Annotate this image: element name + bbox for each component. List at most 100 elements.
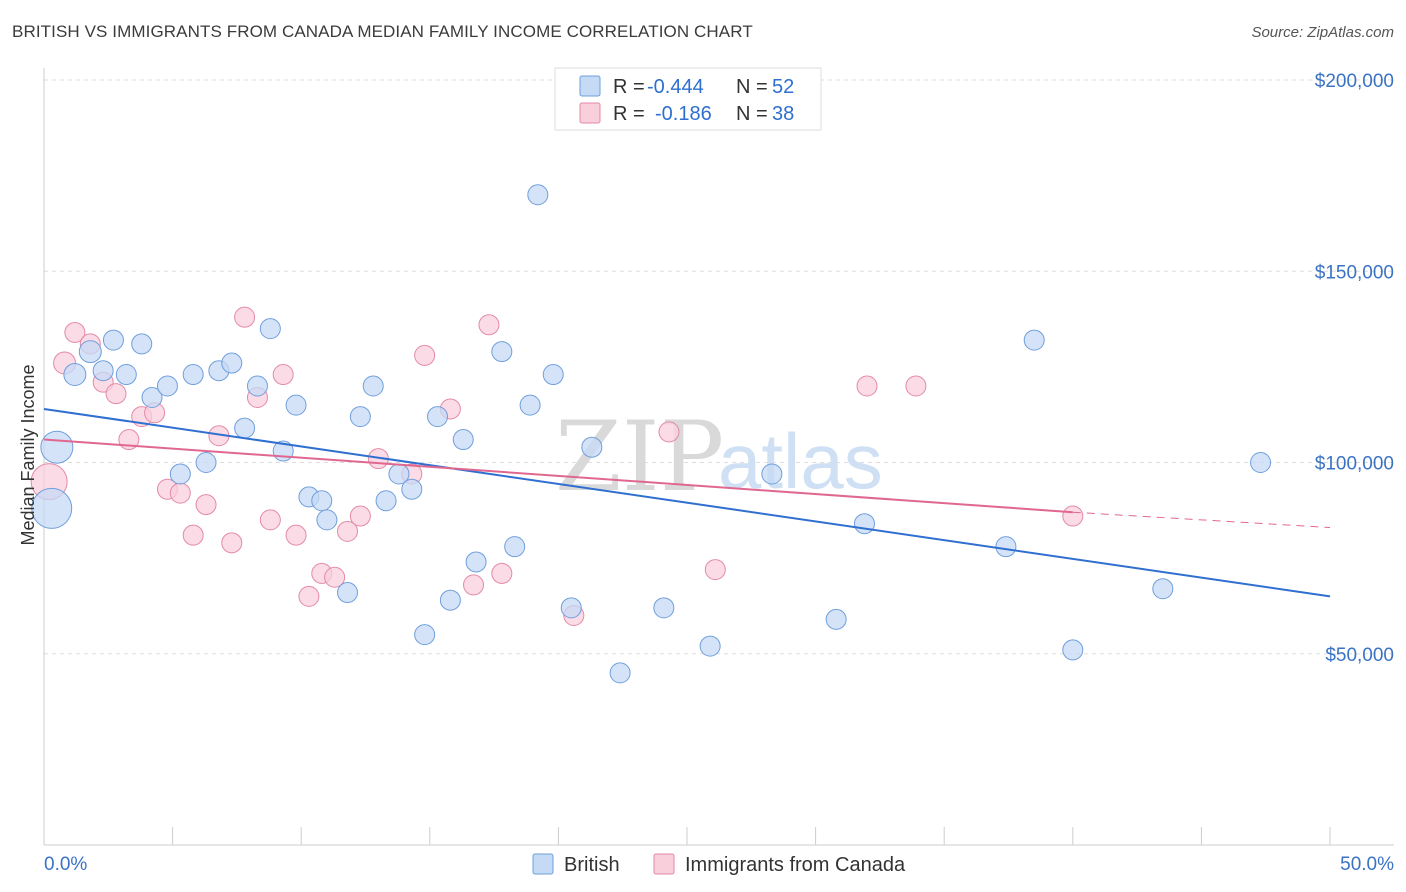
- british-point: [221, 352, 243, 374]
- y-tick-label: $200,000: [1315, 71, 1394, 92]
- canada-swatch: [579, 102, 601, 124]
- british-point: [1250, 452, 1272, 473]
- british-r-label: R =: [613, 76, 645, 98]
- british-point: [465, 551, 487, 573]
- british-point: [259, 318, 281, 340]
- british-point: [234, 417, 256, 439]
- watermark: ZIP atlas: [555, 401, 883, 513]
- british-point: [761, 463, 783, 485]
- british-point: [92, 360, 114, 382]
- chart-title: BRITISH VS IMMIGRANTS FROM CANADA MEDIAN…: [12, 22, 753, 41]
- canada-point: [64, 321, 86, 343]
- canada-point: [234, 306, 256, 328]
- y-axis-title: Median Family Income: [18, 364, 38, 545]
- british-point: [542, 364, 564, 386]
- stats-legend: R = -0.444 N = 52 R = -0.186 N = 38: [554, 67, 822, 131]
- x-tick-label-max: 50.0%: [1340, 854, 1394, 875]
- british-point: [182, 364, 204, 386]
- british-n-label: N =: [736, 76, 768, 98]
- british-point: [560, 597, 582, 619]
- canada-point: [491, 562, 513, 584]
- canada-point: [463, 574, 485, 596]
- british-point: [141, 386, 163, 408]
- canada-point: [658, 421, 680, 443]
- y-tick-label: $150,000: [1315, 262, 1394, 283]
- canada-r-value: -0.186: [655, 103, 712, 125]
- british-point: [63, 363, 87, 387]
- canada-point: [105, 383, 127, 405]
- british-point: [169, 463, 191, 485]
- british-point: [504, 536, 526, 558]
- canada-point: [221, 532, 243, 554]
- british-point: [414, 624, 436, 646]
- legend-british-swatch[interactable]: [532, 853, 554, 875]
- canada-point: [478, 314, 500, 336]
- canada-n-label: N =: [736, 103, 768, 125]
- legend-british-label[interactable]: British: [564, 854, 620, 876]
- legend-canada-swatch[interactable]: [653, 853, 675, 875]
- source-label: Source: ZipAtlas.com: [1251, 24, 1394, 41]
- canada-trend-line-dashed: [1072, 511, 1331, 529]
- british-point: [427, 406, 449, 428]
- british-point: [195, 452, 217, 473]
- british-point: [246, 375, 268, 397]
- british-point: [653, 597, 675, 619]
- canada-point: [272, 364, 294, 386]
- british-point: [1023, 329, 1045, 351]
- canada-point: [905, 375, 927, 397]
- canada-point: [856, 375, 878, 397]
- british-point: [336, 582, 358, 604]
- british-point: [362, 375, 384, 397]
- canada-point: [298, 585, 320, 607]
- british-point: [349, 406, 371, 428]
- trend-lines: [43, 407, 1331, 598]
- canada-point: [169, 482, 191, 504]
- y-axis-labels: $50,000 $100,000 $150,000 $200,000: [1315, 71, 1394, 666]
- british-point: [78, 340, 102, 364]
- british-point: [285, 394, 307, 416]
- british-point: [527, 184, 549, 206]
- british-point: [699, 635, 721, 657]
- british-point: [519, 394, 541, 416]
- british-point: [995, 536, 1017, 558]
- canada-point: [285, 524, 307, 546]
- british-point: [609, 662, 631, 684]
- british-point: [115, 364, 137, 386]
- british-point: [581, 436, 603, 458]
- british-point: [1152, 578, 1174, 600]
- british-point: [316, 509, 338, 531]
- british-r-value: -0.444: [647, 76, 704, 98]
- canada-n-value: 38: [772, 103, 794, 125]
- canada-r-label: R =: [613, 103, 645, 125]
- canada-point: [182, 524, 204, 546]
- watermark-atlas: atlas: [718, 417, 883, 505]
- legend-canada-label[interactable]: Immigrants from Canada: [685, 854, 906, 876]
- british-point: [131, 333, 153, 355]
- british-point: [156, 375, 178, 397]
- canada-point: [1062, 505, 1084, 527]
- x-tick-label-min: 0.0%: [44, 854, 87, 875]
- british-point: [491, 341, 513, 363]
- canada-point: [195, 494, 217, 516]
- british-swatch: [579, 75, 601, 97]
- canada-point: [336, 520, 358, 542]
- canada-point: [349, 505, 371, 527]
- british-point: [102, 329, 124, 351]
- british-point: [375, 490, 397, 512]
- canada-point: [259, 509, 281, 531]
- y-tick-label: $50,000: [1325, 645, 1394, 666]
- british-point: [452, 429, 474, 451]
- british-point: [31, 487, 73, 529]
- british-point: [40, 430, 74, 464]
- canada-point: [704, 559, 726, 581]
- british-point: [311, 490, 333, 512]
- british-n-value: 52: [772, 76, 794, 98]
- british-point: [825, 608, 847, 630]
- british-point: [1062, 639, 1084, 661]
- canada-point: [324, 566, 346, 588]
- british-point: [401, 478, 423, 500]
- british-points: [31, 184, 1272, 684]
- series-legend: British Immigrants from Canada: [532, 853, 906, 876]
- british-point: [853, 513, 875, 535]
